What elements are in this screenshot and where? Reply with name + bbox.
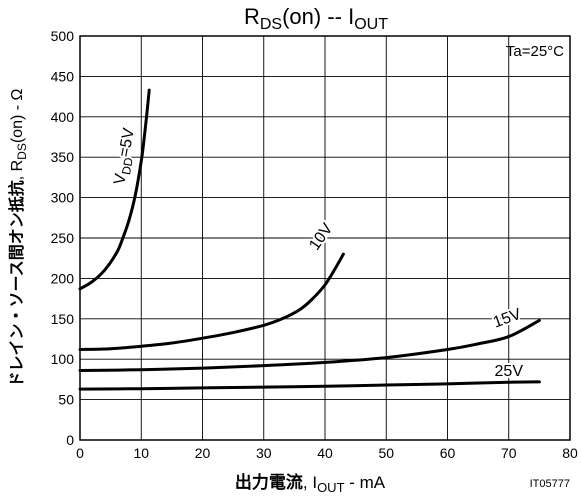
x-tick-label: 30 — [256, 445, 272, 461]
x-tick-label: 70 — [501, 445, 517, 461]
series-line-25v — [78, 380, 541, 391]
grid — [80, 36, 570, 440]
title-out-sub: OUT — [354, 16, 388, 33]
y-tick-label: 50 — [58, 392, 74, 408]
figure-id: IT05777 — [530, 478, 570, 490]
y-tick-label: 0 — [66, 432, 74, 448]
series-line-10v — [78, 252, 345, 351]
series-label-10v: 10V — [306, 220, 336, 253]
y-tick-label: 250 — [51, 230, 75, 246]
x-tick-label: 10 — [133, 445, 149, 461]
x-axis-label-sep: , — [303, 473, 312, 492]
x-axis-label-tail: - mA — [345, 473, 386, 492]
x-tick-label: 50 — [378, 445, 394, 461]
series-label-vdd5v-sub: DD — [119, 156, 136, 176]
title-main: R — [244, 4, 260, 29]
series-label-vdd5v-tail: =5V — [116, 127, 138, 159]
series-label-25v: 25V — [495, 363, 524, 380]
y-axis-label: ドレイン・ソース間オン抵抗, RDS(on) - Ω — [7, 88, 29, 387]
y-tick-label: 150 — [51, 311, 75, 327]
title-after: (on) -- I — [282, 4, 354, 29]
x-axis-label-jp: 出力電流 — [235, 472, 303, 492]
y-tick-label: 350 — [51, 149, 75, 165]
series-lines — [78, 88, 541, 391]
y-tick-label: 450 — [51, 68, 75, 84]
y-tick-label: 100 — [51, 351, 75, 367]
x-axis-label-sub: OUT — [317, 480, 345, 495]
x-axis-label: 出力電流, IOUT - mA — [235, 472, 386, 495]
plot-frame — [79, 35, 571, 441]
series-label-15v: 15V — [491, 306, 524, 332]
x-tick-label: 0 — [76, 445, 84, 461]
series-line-vdd5v — [78, 88, 151, 291]
title-sub: DS — [260, 16, 282, 33]
y-axis-label-sub: DS — [15, 143, 29, 160]
y-tick-label: 400 — [51, 109, 75, 125]
x-tick-label: 60 — [440, 445, 456, 461]
x-tick-label: 80 — [562, 445, 578, 461]
y-tick-label: 200 — [51, 270, 75, 286]
series-label-vdd5v: VDD=5V — [111, 127, 141, 187]
x-tick-label: 40 — [317, 445, 333, 461]
x-axis-label-i: I — [312, 473, 317, 492]
x-tick-label: 20 — [195, 445, 211, 461]
y-axis-label-jp: ドレイン・ソース間オン抵抗 — [7, 180, 26, 387]
series-line-15v — [78, 318, 541, 373]
tick-labels: 0 10 20 30 40 50 60 70 80 0 50 100 150 200 250 300 350 40… — [51, 28, 578, 461]
y-tick-label: 300 — [51, 190, 75, 206]
temperature-annotation: Ta=25°C — [506, 43, 564, 60]
y-tick-label: 500 — [51, 28, 75, 44]
y-axis-label-tail: (on) - Ω — [9, 88, 26, 143]
y-axis-label-sep: , R — [9, 160, 26, 180]
chart-title: RDS(on) -- IOUT — [244, 4, 388, 33]
